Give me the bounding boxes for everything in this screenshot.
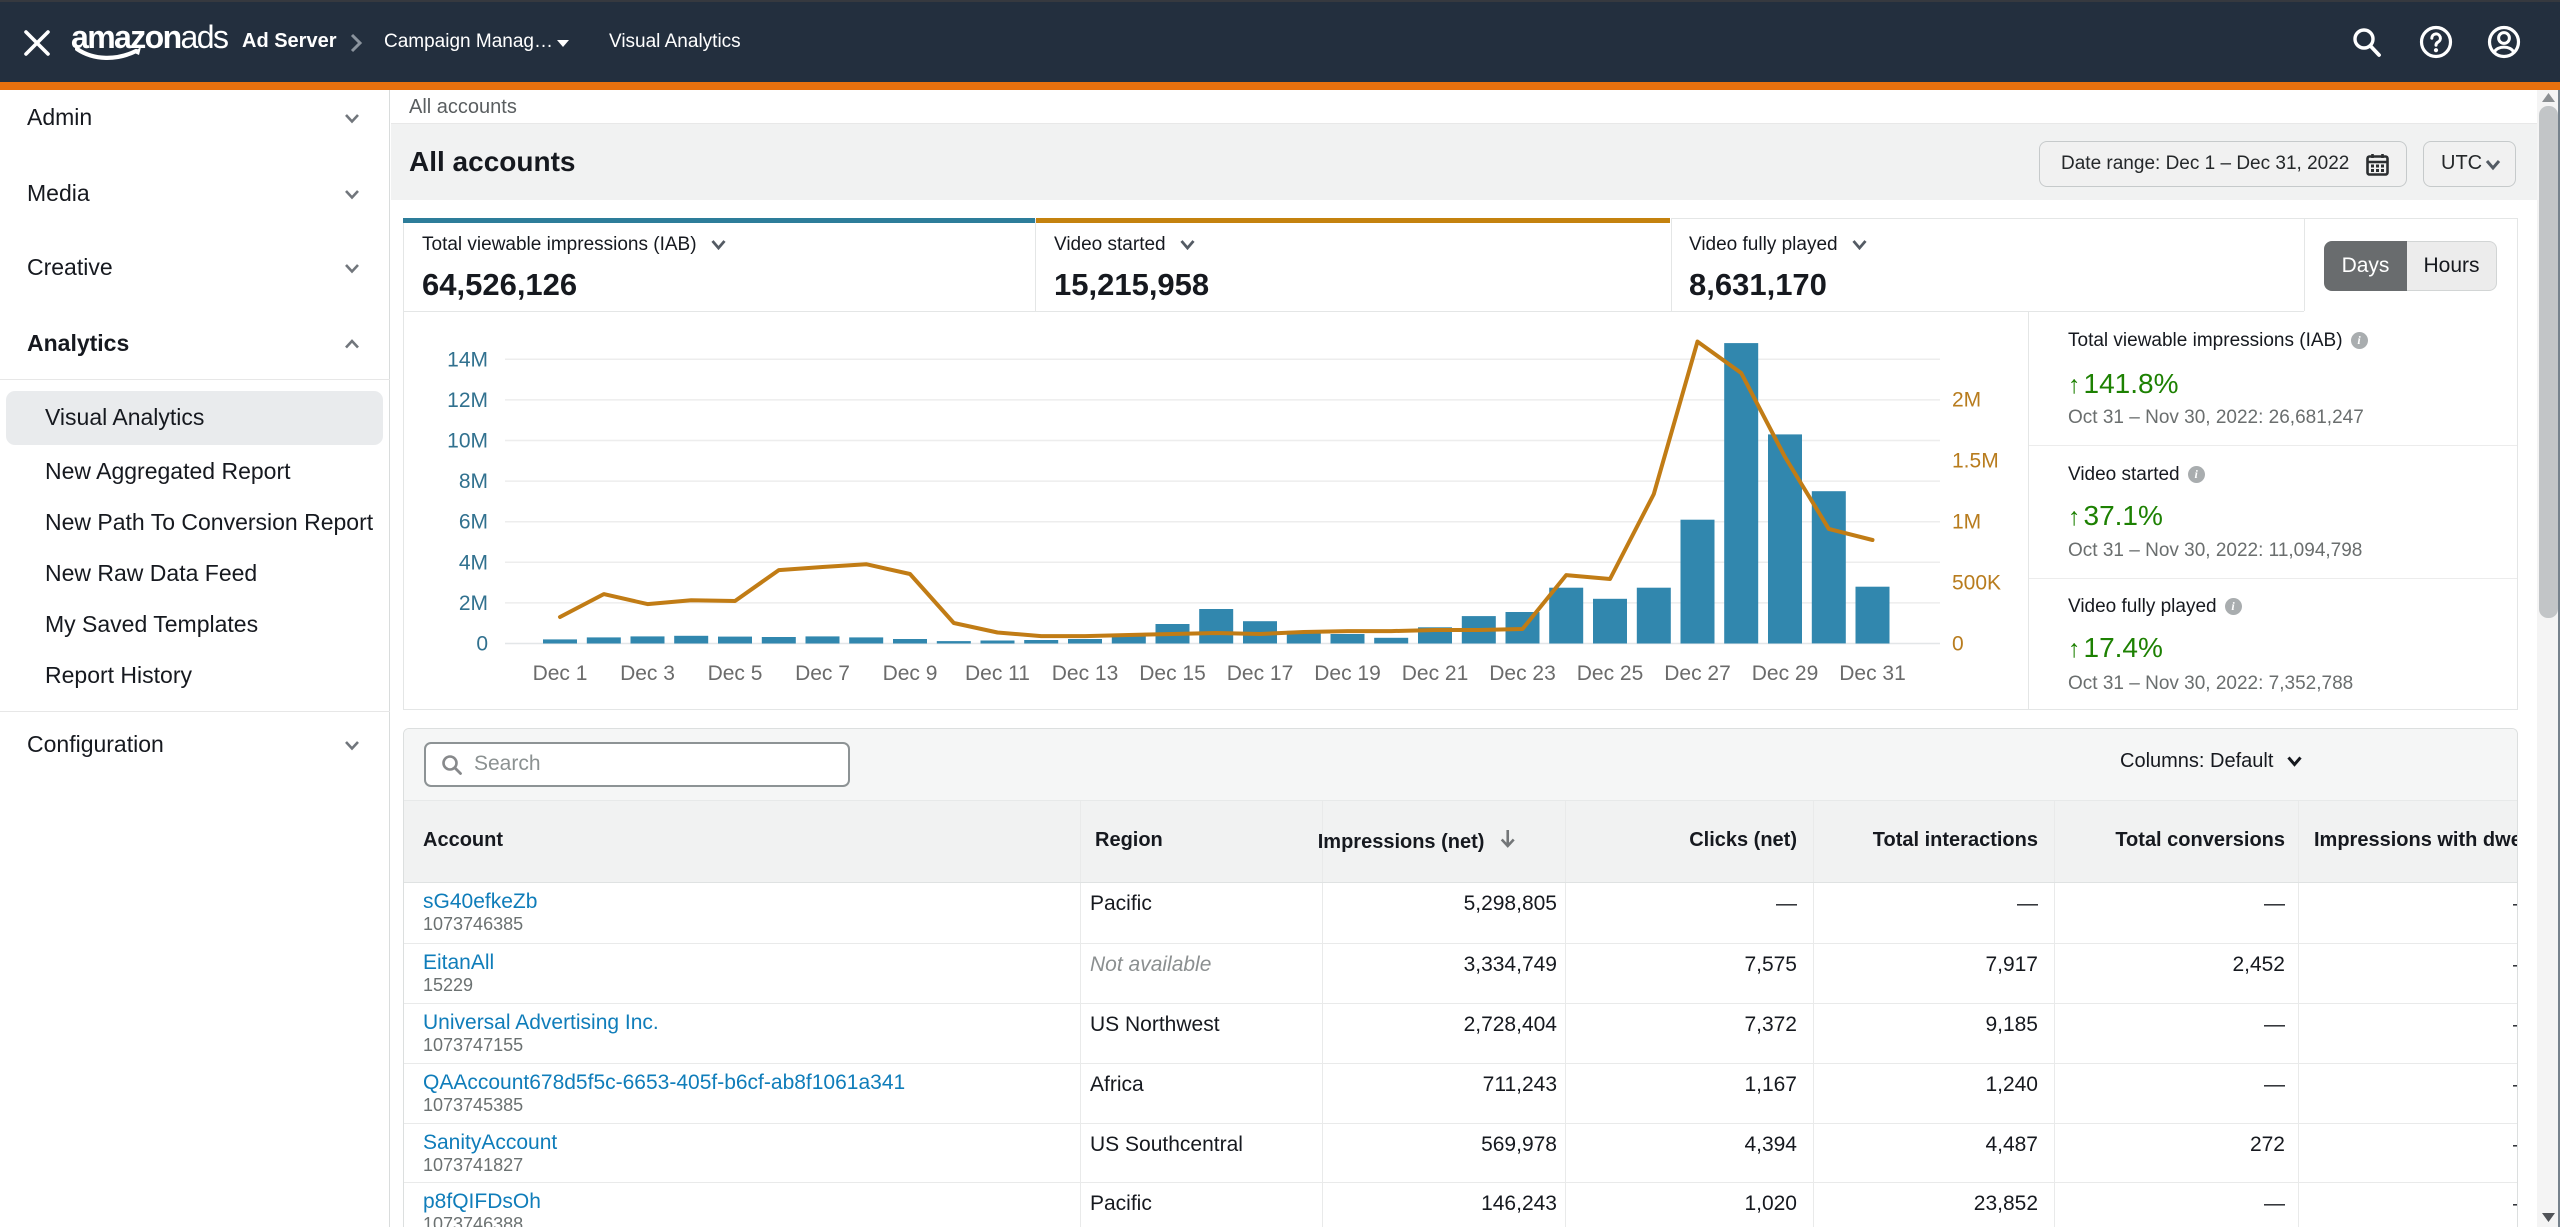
svg-text:2M: 2M (1952, 389, 1981, 412)
svg-text:Dec 15: Dec 15 (1139, 662, 1206, 685)
svg-text:12M: 12M (447, 389, 488, 412)
svg-text:4M: 4M (459, 551, 488, 574)
svg-text:Dec 7: Dec 7 (795, 662, 850, 685)
svg-text:Dec 11: Dec 11 (965, 662, 1030, 685)
svg-text:Dec 21: Dec 21 (1402, 662, 1469, 685)
svg-text:1M: 1M (1952, 511, 1981, 534)
svg-text:Dec 9: Dec 9 (883, 662, 938, 685)
svg-text:Dec 29: Dec 29 (1752, 662, 1819, 685)
svg-text:8M: 8M (459, 470, 488, 493)
svg-text:Dec 27: Dec 27 (1664, 662, 1731, 685)
svg-text:Dec 3: Dec 3 (620, 662, 675, 685)
svg-text:Dec 13: Dec 13 (1052, 662, 1119, 685)
svg-text:2M: 2M (459, 592, 488, 615)
svg-text:1.5M: 1.5M (1952, 450, 1999, 473)
svg-text:6M: 6M (459, 511, 488, 534)
svg-text:10M: 10M (447, 430, 488, 453)
svg-text:Dec 19: Dec 19 (1314, 662, 1381, 685)
svg-text:Dec 31: Dec 31 (1839, 662, 1906, 685)
svg-text:Dec 1: Dec 1 (533, 662, 588, 685)
svg-text:Dec 23: Dec 23 (1489, 662, 1556, 685)
svg-text:Dec 25: Dec 25 (1577, 662, 1644, 685)
svg-text:500K: 500K (1952, 572, 2001, 595)
svg-text:Dec 5: Dec 5 (708, 662, 763, 685)
svg-text:14M: 14M (447, 348, 488, 371)
svg-text:0: 0 (476, 633, 488, 656)
svg-text:Dec 17: Dec 17 (1227, 662, 1294, 685)
svg-text:0: 0 (1952, 633, 1964, 656)
